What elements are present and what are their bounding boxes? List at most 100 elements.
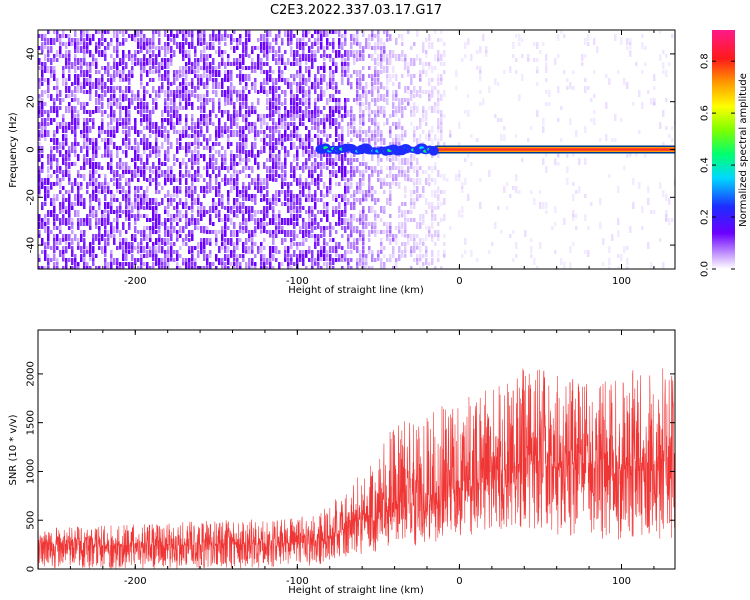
spectrogram-cell [410,266,413,269]
spectrogram-cell [116,66,119,70]
spectrogram-cell [362,238,365,245]
spectrogram-cell [320,198,323,202]
spectrogram-cell [59,46,62,53]
spectrogram-cell [197,178,200,182]
spectrogram-cell [116,218,119,225]
spectrogram-cell [242,114,245,118]
spectrogram-cell [323,262,326,266]
spectrogram-cell [218,218,221,222]
spectrogram-cell [107,126,110,133]
spectrogram-cell [410,158,413,165]
spectrogram-cell [41,130,44,137]
spectrogram-cell [434,86,437,90]
spectrogram-cell [230,34,233,41]
spectrogram-cell [179,50,182,54]
spectrogram-cell [305,226,308,233]
spectrogram-cell [77,86,80,93]
spectrogram-cell [368,102,371,106]
spectrogram-cell [296,194,299,198]
spectrogram-cell [182,30,185,37]
spectrogram-cell [167,190,170,197]
spectrogram-cell [440,38,443,42]
spectrogram-cell [332,58,335,62]
spectrogram-cell [416,54,419,61]
spectrogram-cell [191,38,194,42]
spectrogram-cell [419,74,422,81]
spectrogram-cell [350,82,353,89]
spectrogram-cell [287,258,290,265]
spectrogram-cell [293,198,296,205]
spectrogram-cell [437,82,440,86]
spectrogram-cell [359,118,362,125]
spectrogram-cell [59,50,62,54]
spectrogram-cell [194,46,197,53]
spectrogram-cell [242,130,245,134]
spectrogram-cell [167,238,170,245]
spectrogram-cell [47,46,50,53]
spectrogram-cell [629,38,632,45]
spectrogram-cell [176,34,179,38]
spectrogram-cell [290,106,293,113]
spectrogram-cell [80,130,83,134]
spectrogram-cell [242,166,245,173]
spectrogram-cell [278,154,281,161]
spectrogram-cell [155,166,158,170]
spectrogram-cell [293,174,296,178]
spectrogram-cell [317,182,320,186]
spectrogram-cell [284,194,287,201]
spectrogram-cell [257,250,260,254]
spectrogram-cell [272,170,275,174]
spectrogram-cell [347,170,350,174]
spectrogram-cell [50,106,53,113]
spectrogram-cell [74,138,77,145]
spectrogram-cell [518,34,521,41]
spectrogram-cell [335,206,338,210]
spectrogram-cell [434,134,437,141]
spectrogram-cell [671,138,674,142]
spectrogram-cell [110,94,113,101]
spectrogram-cell [53,238,56,242]
spectrogram-cell [245,46,248,50]
spectrogram-cell [515,254,518,258]
spectrogram-cell [38,78,41,82]
spectrogram-cell [428,174,431,181]
spectrogram-cell [233,38,236,42]
spectrogram-cell [101,78,104,82]
spectrogram-cell [95,198,98,202]
spectrogram-cell [89,86,92,90]
spectrogram-cell [197,166,200,173]
spectrogram-cell [347,258,350,265]
spectrogram-cell [371,258,374,262]
spectrogram-cell [410,234,413,241]
spectrogram-cell [278,138,281,145]
spectrogram-cell [128,242,131,249]
spectrogram-cell [251,150,254,157]
spectrogram-cell [419,118,422,122]
spectrogram-cell [248,110,251,117]
spectrogram-cell [86,110,89,114]
spectrogram-cell [260,58,263,65]
spectrogram-cell [149,114,152,118]
spectrogram-cell [140,242,143,246]
spectrogram-cell [185,134,188,138]
spectrogram-cell [179,30,182,34]
spectrogram-cell [221,166,224,170]
spectrogram-cell [311,82,314,89]
spectrogram-cell [338,102,341,109]
spectrogram-cell [428,62,431,66]
spectrogram-cell [89,194,92,198]
spectrogram-cell [308,54,311,58]
spectrogram-cell [104,182,107,189]
spectrogram-cell [92,122,95,129]
spectrogram-cell [92,138,95,142]
spectrogram-cell [170,218,173,225]
spectrogram-cell [263,254,266,258]
spectrogram-cell [446,178,449,182]
spectrogram-cell [218,38,221,45]
spectrogram-cell [281,122,284,129]
spectrogram-cell [275,102,278,106]
spectrogram-cell [98,202,101,206]
spectrogram-cell [419,266,422,269]
spectrogram-cell [53,66,56,70]
spectrogram-cell [383,190,386,194]
